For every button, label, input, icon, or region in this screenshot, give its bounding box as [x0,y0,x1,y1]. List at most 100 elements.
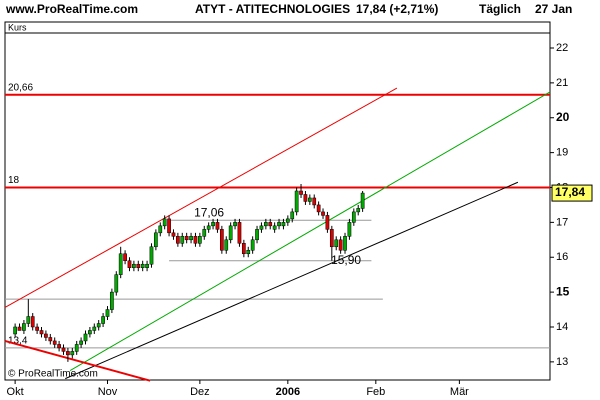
candle-body [83,333,88,342]
candle-body [316,204,321,213]
instrument: ATYT - ATITECHNOLOGIES [195,2,350,16]
trendline [4,339,151,382]
candle-body [118,253,123,275]
candle-body [193,236,198,244]
level-label: 15,90 [331,253,361,267]
candle-body [263,222,268,227]
candle-body [26,316,31,324]
candle-body [281,222,286,227]
candle-body [61,347,66,352]
candle-body [329,229,334,248]
panel-frame [4,21,551,381]
candle-body [202,229,207,237]
date: 27 Jan [535,2,572,16]
x-tick-label: Okt [7,386,24,398]
candle-body [184,236,189,241]
y-tick-label: 15 [556,284,570,298]
candle-body [334,239,339,248]
candle-body [303,194,308,202]
candle-body [158,225,163,234]
level-label: 17,06 [194,205,224,219]
candle-body [162,218,167,227]
level-label: 13,4 [8,336,28,347]
candle-body [360,192,365,209]
candle-body [35,326,39,331]
last-price-box [551,184,593,202]
candle-body [255,229,259,241]
candle-body [321,211,325,216]
candle-body [22,323,26,331]
candle-body [57,344,61,349]
candle-body [17,326,22,331]
candle-body [101,316,105,324]
y-tick-label: 20 [556,110,570,124]
level-label: 18 [8,175,20,186]
y-tick-label: 19 [556,147,568,159]
candle-body [299,190,303,195]
candle-body [88,330,92,335]
candle-body [259,225,264,230]
candle-body [347,222,352,237]
candle-body [132,263,136,268]
candle-body [96,323,101,328]
candle-body [92,326,97,331]
candle-body [127,260,132,268]
candle-body [176,236,180,244]
y-tick-label: 21 [556,77,568,89]
candle-body [180,236,185,244]
candle-body [140,263,145,268]
candle-body [237,222,242,244]
candle-body [114,274,119,293]
candle-body [241,243,246,255]
trendline [65,181,519,380]
candle-body [228,225,233,241]
candle-body [52,340,57,345]
candle-body [277,222,281,227]
candle-body [220,229,224,251]
candle-body [312,197,317,206]
candle-body [294,190,299,213]
candle-body [48,337,53,342]
candle-body [167,218,171,234]
candle-body [149,246,154,265]
candle-body [13,326,17,335]
candle-body [70,351,75,356]
candle-body [66,351,70,356]
candle-body [154,232,158,248]
candle-body [74,344,79,352]
candle-body [250,239,255,251]
candle-body [325,215,330,230]
candle-body [268,222,273,227]
last-price-label: 17,84 [555,185,585,199]
x-tick-label: Mär [450,386,469,398]
x-tick-label: Feb [366,386,385,398]
candle-body [338,239,343,251]
site: www.ProRealTime.com [5,2,138,16]
level-label: 20,66 [8,82,33,93]
candle-body [211,222,215,227]
x-tick-label: 2006 [276,386,300,398]
candle-body [233,222,237,227]
candle-body [123,253,127,261]
panel-label: Kurs [8,22,27,32]
trendline [69,91,551,372]
candle-body [136,263,141,268]
x-tick-label: Dez [190,386,210,398]
candle-body [110,291,114,310]
y-tick-label: 13 [556,356,568,368]
candle-body [206,225,211,230]
y-tick-label: 22 [556,42,568,54]
interval: Täglich [479,2,521,16]
candle-body [285,218,290,223]
candle-body [351,211,356,223]
candle-body [198,236,202,244]
candle-body [171,232,176,237]
candle-body [224,239,229,251]
y-tick-label: 16 [556,251,568,263]
candle-body [343,236,347,251]
candle-body [79,340,83,345]
y-tick-label: 17 [556,216,568,228]
candle-body [272,225,277,230]
